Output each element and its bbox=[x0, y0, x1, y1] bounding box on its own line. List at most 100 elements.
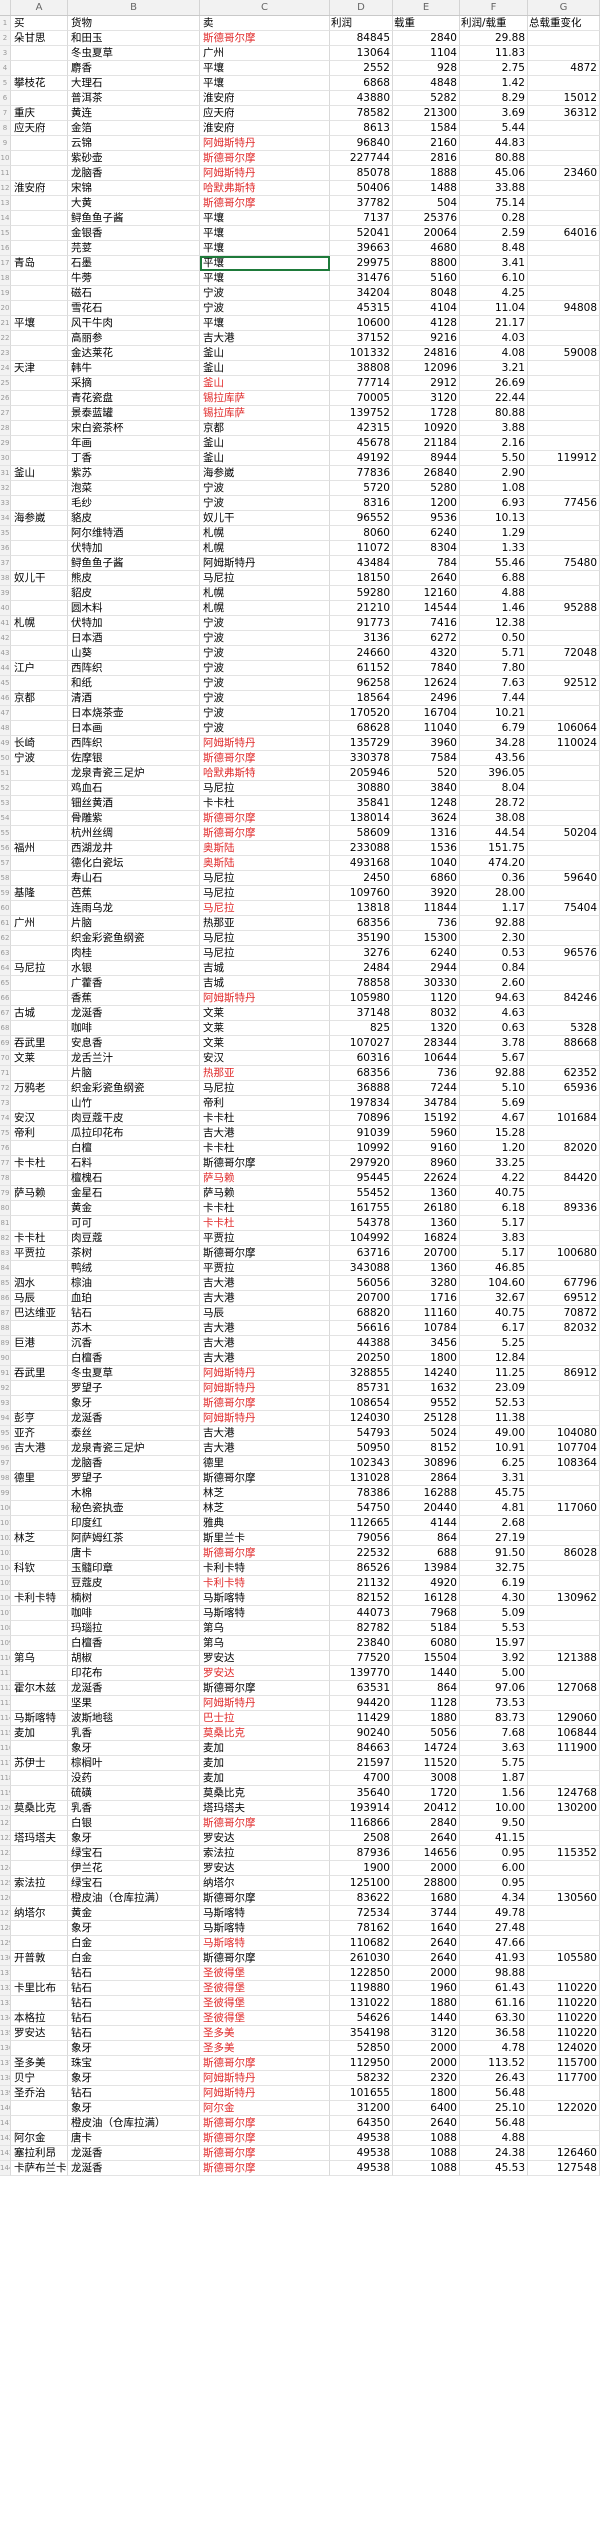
ratio-cell[interactable]: 3.21 bbox=[460, 361, 528, 376]
sell-cell[interactable]: 马尼拉 bbox=[200, 901, 330, 916]
goods-cell[interactable]: 象牙 bbox=[68, 1831, 200, 1846]
profit-cell[interactable]: 112950 bbox=[330, 2056, 393, 2071]
goods-cell[interactable]: 普洱茶 bbox=[68, 91, 200, 106]
sell-cell[interactable]: 平壤 bbox=[200, 76, 330, 91]
sell-cell[interactable]: 圣多美 bbox=[200, 2026, 330, 2041]
total-change-cell[interactable]: 127548 bbox=[528, 2161, 600, 2176]
goods-cell[interactable]: 高丽参 bbox=[68, 331, 200, 346]
ratio-cell[interactable]: 24.38 bbox=[460, 2146, 528, 2161]
ratio-cell[interactable]: 7.63 bbox=[460, 676, 528, 691]
profit-cell[interactable]: 35640 bbox=[330, 1786, 393, 1801]
buy-cell[interactable]: 巴达维亚 bbox=[11, 1306, 68, 1321]
load-cell[interactable]: 784 bbox=[393, 556, 460, 571]
row-number[interactable]: 110 bbox=[0, 1651, 11, 1666]
load-cell[interactable]: 6240 bbox=[393, 946, 460, 961]
row-number[interactable]: 86 bbox=[0, 1291, 11, 1306]
total-change-cell[interactable] bbox=[528, 196, 600, 211]
ratio-cell[interactable]: 1.42 bbox=[460, 76, 528, 91]
ratio-cell[interactable]: 6.25 bbox=[460, 1456, 528, 1471]
ratio-cell[interactable]: 4.08 bbox=[460, 346, 528, 361]
load-cell[interactable]: 5056 bbox=[393, 1726, 460, 1741]
row-number[interactable]: 54 bbox=[0, 811, 11, 826]
goods-cell[interactable]: 坚果 bbox=[68, 1696, 200, 1711]
sell-cell[interactable]: 斯德哥尔摩 bbox=[200, 751, 330, 766]
row-number[interactable]: 12 bbox=[0, 181, 11, 196]
goods-cell[interactable]: 龙脑香 bbox=[68, 1456, 200, 1471]
goods-cell[interactable]: 骨雕紫 bbox=[68, 811, 200, 826]
total-change-cell[interactable]: 124020 bbox=[528, 2041, 600, 2056]
load-cell[interactable]: 1680 bbox=[393, 1891, 460, 1906]
profit-cell[interactable]: 54750 bbox=[330, 1501, 393, 1516]
goods-cell[interactable]: 香蕉 bbox=[68, 991, 200, 1006]
row-number[interactable]: 83 bbox=[0, 1246, 11, 1261]
goods-cell[interactable]: 圆木料 bbox=[68, 601, 200, 616]
total-change-cell[interactable]: 110220 bbox=[528, 2011, 600, 2026]
row-number[interactable]: 128 bbox=[0, 1921, 11, 1936]
buy-cell[interactable]: 阿尔金 bbox=[11, 2131, 68, 2146]
load-cell[interactable]: 928 bbox=[393, 61, 460, 76]
profit-cell[interactable]: 13064 bbox=[330, 46, 393, 61]
row-number[interactable]: 98 bbox=[0, 1471, 11, 1486]
row-number[interactable]: 58 bbox=[0, 871, 11, 886]
goods-cell[interactable]: 伊兰花 bbox=[68, 1861, 200, 1876]
profit-cell[interactable]: 43484 bbox=[330, 556, 393, 571]
sell-cell[interactable]: 卡卡杜 bbox=[200, 1216, 330, 1231]
total-change-cell[interactable]: 96576 bbox=[528, 946, 600, 961]
sell-cell[interactable]: 阿姆斯特丹 bbox=[200, 556, 330, 571]
row-number[interactable]: 41 bbox=[0, 616, 11, 631]
profit-cell[interactable]: 43880 bbox=[330, 91, 393, 106]
ratio-cell[interactable]: 7.44 bbox=[460, 691, 528, 706]
total-change-cell[interactable] bbox=[528, 1561, 600, 1576]
load-cell[interactable]: 2816 bbox=[393, 151, 460, 166]
ratio-cell[interactable]: 15.97 bbox=[460, 1636, 528, 1651]
ratio-cell[interactable]: 5.00 bbox=[460, 1666, 528, 1681]
total-change-cell[interactable]: 70872 bbox=[528, 1306, 600, 1321]
load-cell[interactable]: 688 bbox=[393, 1546, 460, 1561]
profit-cell[interactable]: 131028 bbox=[330, 1471, 393, 1486]
load-cell[interactable]: 736 bbox=[393, 916, 460, 931]
total-change-cell[interactable] bbox=[528, 526, 600, 541]
buy-cell[interactable]: 德里 bbox=[11, 1471, 68, 1486]
load-cell[interactable]: 1200 bbox=[393, 496, 460, 511]
load-cell[interactable]: 2320 bbox=[393, 2071, 460, 2086]
total-change-cell[interactable] bbox=[528, 436, 600, 451]
goods-cell[interactable]: 日本烧茶壶 bbox=[68, 706, 200, 721]
total-change-cell[interactable] bbox=[528, 1621, 600, 1636]
buy-cell[interactable]: 马尼拉 bbox=[11, 961, 68, 976]
sell-cell[interactable]: 罗安达 bbox=[200, 1666, 330, 1681]
load-cell[interactable]: 4128 bbox=[393, 316, 460, 331]
total-change-cell[interactable] bbox=[528, 1096, 600, 1111]
row-number[interactable]: 100 bbox=[0, 1501, 11, 1516]
ratio-cell[interactable]: 0.95 bbox=[460, 1876, 528, 1891]
goods-cell[interactable]: 宋白瓷茶杯 bbox=[68, 421, 200, 436]
total-change-cell[interactable]: 100680 bbox=[528, 1246, 600, 1261]
total-change-cell[interactable]: 69512 bbox=[528, 1291, 600, 1306]
buy-cell[interactable] bbox=[11, 61, 68, 76]
buy-cell[interactable]: 青岛 bbox=[11, 256, 68, 271]
buy-cell[interactable] bbox=[11, 1966, 68, 1981]
total-change-cell[interactable] bbox=[528, 691, 600, 706]
row-number[interactable]: 18 bbox=[0, 271, 11, 286]
profit-cell[interactable]: 83622 bbox=[330, 1891, 393, 1906]
profit-cell[interactable]: 31200 bbox=[330, 2101, 393, 2116]
profit-cell[interactable]: 343088 bbox=[330, 1261, 393, 1276]
total-change-cell[interactable] bbox=[528, 181, 600, 196]
total-change-cell[interactable]: 59008 bbox=[528, 346, 600, 361]
goods-cell[interactable]: 片脑 bbox=[68, 916, 200, 931]
buy-cell[interactable] bbox=[11, 721, 68, 736]
row-number[interactable]: 13 bbox=[0, 196, 11, 211]
buy-cell[interactable] bbox=[11, 136, 68, 151]
sell-cell[interactable]: 斯德哥尔摩 bbox=[200, 1396, 330, 1411]
total-change-cell[interactable] bbox=[528, 211, 600, 226]
load-cell[interactable]: 736 bbox=[393, 1066, 460, 1081]
sell-cell[interactable]: 马斯喀特 bbox=[200, 1591, 330, 1606]
load-cell[interactable]: 6080 bbox=[393, 1636, 460, 1651]
row-number[interactable]: 140 bbox=[0, 2101, 11, 2116]
buy-cell[interactable] bbox=[11, 481, 68, 496]
row-number[interactable]: 31 bbox=[0, 466, 11, 481]
row-number[interactable]: 65 bbox=[0, 976, 11, 991]
ratio-cell[interactable]: 26.69 bbox=[460, 376, 528, 391]
load-cell[interactable]: 4920 bbox=[393, 1576, 460, 1591]
profit-cell[interactable]: 107027 bbox=[330, 1036, 393, 1051]
row-number[interactable]: 87 bbox=[0, 1306, 11, 1321]
